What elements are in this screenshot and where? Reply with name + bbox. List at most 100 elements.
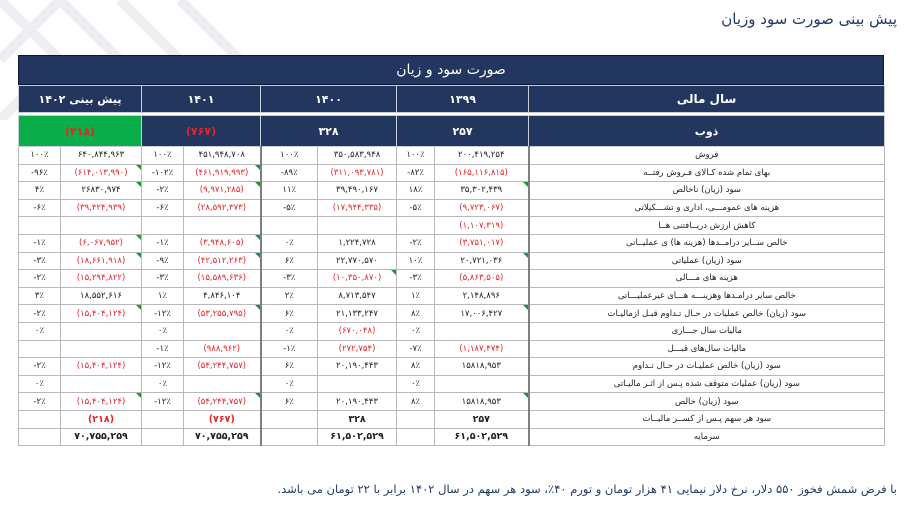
year-header-row: پیش بینی ۱۴۰۲ ۱۴۰۱ ۱۴۰۰ ۱۳۹۹ سال مالی [18, 85, 886, 113]
table-row: -۲٪ (۱۵,۴۰۴,۱۲۴) -۱۲٪ (۵۴,۲۴۴,۷۵۷) ۶٪ ۲۰,۱۹۰,… [18, 392, 886, 411]
value-1400: (۱۷,۹۴۴,۳۳۵) [317, 198, 398, 218]
pct-1399: -۷٪ [396, 339, 436, 359]
value-1402: ۶۴۰,۸۴۴,۹۶۳ [60, 146, 142, 165]
row-label: فروش [528, 146, 886, 165]
value-1402: ۲۶۸۳۰,۹۷۴ [60, 181, 142, 200]
pct-1399: -۸۲٪ [396, 163, 436, 183]
value-1399: ۲,۱۴۸,۸۹۶ [434, 286, 530, 306]
row-label: هزینه های عمومـــی، اداری و تشـــکیلاتی [528, 198, 886, 218]
value-1400 [317, 374, 398, 394]
pct-1402 [18, 216, 61, 235]
value-1401: ۴,۸۴۶,۱۰۴ [182, 286, 262, 306]
value-1401: ۴۵۱,۹۴۸,۷۰۸ [182, 146, 262, 165]
pct-1401 [141, 427, 184, 447]
value-1401 [182, 216, 262, 235]
value-1402: ۱۸,۵۵۲,۶۱۶ [60, 286, 142, 306]
table-row: (۲۱۸) (۷۶۷) ۳۲۸ ۲۵۷ سود هر سهم پـس از کســر … [18, 409, 886, 429]
year-header-1400: ۱۴۰۰ [260, 85, 398, 113]
value-1399: (۳,۷۵۱,۰۱۷) [434, 233, 530, 253]
value-1399: ۶۱,۵۰۲,۵۲۹ [434, 427, 530, 447]
pct-1401: -۱٪ [141, 339, 184, 359]
pct-1402: -۳٪ [18, 251, 61, 271]
pct-1399: -۲٪ [396, 233, 436, 253]
pct-1400: ۶٪ [260, 392, 319, 411]
pct-1402: ۴٪ [18, 181, 61, 200]
pct-1401: -۱۲٪ [141, 392, 184, 411]
value-1401: (۵۴,۲۴۴,۷۵۷) [182, 357, 262, 376]
row-label: سود (زیان) خالص [528, 392, 886, 411]
pct-1400: ۱۱٪ [260, 181, 319, 200]
row-label: سود (زیان) ناخالص [528, 181, 886, 200]
value-1402: (۱۵,۴۰۴,۱۲۴) [60, 392, 142, 411]
pct-1401: -۲٪ [141, 181, 184, 200]
value-1399: (۱۶۵,۱۱۶,۸۱۵) [434, 163, 530, 183]
value-1401: ۷۰,۷۵۵,۲۵۹ [182, 427, 262, 447]
pct-1399: ۱۰٪ [396, 251, 436, 271]
value-1399: (۱,۱۰۷,۳۱۹) [434, 216, 530, 235]
table-row: -۲٪ (۱۵,۲۹۴,۸۲۲) -۳٪ (۱۵,۵۸۹,۶۳۶) -۳٪ (۱۰,۳۵۰… [18, 269, 886, 288]
value-1402: (۱۸,۶۶۱,۹۱۸) [60, 251, 142, 271]
value-1401: (۷۶۷) [182, 409, 262, 429]
table-row: -۲٪ (۱۵,۴۰۴,۱۲۴) -۱۲٪ (۵۳,۲۵۵,۷۹۵) ۶٪ ۲۱,۱۳۳,… [18, 304, 886, 323]
pct-1400: ۶٪ [260, 251, 319, 271]
pct-1402: ۰٪ [18, 374, 61, 394]
value-1401: (۹۸۸,۹۶۲) [182, 339, 262, 359]
row-label: کاهش ارزش دریــافتنی هــا [528, 216, 886, 235]
value-1401: (۳,۹۴۸,۶۰۵) [182, 233, 262, 253]
pct-1401: -۱۰۲٪ [141, 163, 184, 183]
year-header-1402: پیش بینی ۱۴۰۲ [18, 85, 142, 113]
pct-1401 [141, 409, 184, 429]
value-1400: ۸,۷۱۳,۵۴۷ [317, 286, 398, 306]
value-1402: (۶۱۴,۰۱۳,۹۹۰) [60, 163, 142, 183]
pct-1400: ۶٪ [260, 357, 319, 376]
value-1402: (۲۱۸) [60, 409, 142, 429]
pct-1400: -۵٪ [260, 198, 319, 218]
pct-1402: -۲٪ [18, 357, 61, 376]
value-1399: (۹,۷۲۳,۰۶۷) [434, 198, 530, 218]
value-1402 [60, 216, 142, 235]
pct-1400 [260, 216, 319, 235]
value-1399: ۱۷,۰۰۶,۴۲۷ [434, 304, 530, 323]
row-label: سود (زیان) عملیات متوقف شده پـس از اثـر … [528, 374, 886, 394]
pct-1400: ۰٪ [260, 233, 319, 253]
value-1399 [434, 321, 530, 341]
footnote: با فرض شمش فخوز ۵۵۰ دلار، نرخ دلار نیمای… [277, 482, 897, 496]
table-row: -۹۶٪ (۶۱۴,۰۱۳,۹۹۰) -۱۰۲٪ (۴۶۱,۹۱۹,۹۹۳) -۸۹٪(… [18, 163, 886, 183]
pct-1402: ۳٪ [18, 286, 61, 306]
value-1401: (۱۵,۵۸۹,۶۳۶) [182, 269, 262, 288]
pct-1402 [18, 409, 61, 429]
pct-1399: ۸٪ [396, 392, 436, 411]
pct-1400: ۰٪ [260, 374, 319, 394]
value-1400: ۱,۲۲۴,۷۲۸ [317, 233, 398, 253]
eps-1400: ۳۲۸ [260, 115, 398, 147]
pct-1400: ۶٪ [260, 304, 319, 323]
pct-1399: ۱۸٪ [396, 181, 436, 200]
value-1399: ۲۰۰,۴۱۹,۲۵۴ [434, 146, 530, 165]
pct-1401: ۰٪ [141, 321, 184, 341]
year-header-1399: ۱۳۹۹ [396, 85, 530, 113]
value-1401 [182, 321, 262, 341]
table-row: ۳٪ ۱۸,۵۵۲,۶۱۶ ۱٪ ۴,۸۴۶,۱۰۴ ۲٪ ۸,۷۱۳,۵۴۷ ۱٪ ۲,۱۴… [18, 286, 886, 306]
pct-1400: -۳٪ [260, 269, 319, 288]
pct-1400 [260, 427, 319, 447]
pct-1399: ۰٪ [396, 374, 436, 394]
row-label: بهای تمام شده کـالای فـروش رفتــه [528, 163, 886, 183]
pct-1399: ۱٪ [396, 286, 436, 306]
value-1402 [60, 321, 142, 341]
table-row: ۰٪ ۰٪ ۰٪ (۶۷۰,۰۴۸) ۰٪ مالیات سال جـــاری [18, 321, 886, 341]
pct-1399: ۱۰۰٪ [396, 146, 436, 165]
value-1400: (۶۷۰,۰۴۸) [317, 321, 398, 341]
pct-1401: -۱۲٪ [141, 304, 184, 323]
pct-1402: -۶٪ [18, 198, 61, 218]
page-title: پیش بینی صورت سود وزیان [721, 10, 897, 28]
value-1401: (۴۶۱,۹۱۹,۹۹۳) [182, 163, 262, 183]
pct-1402: -۱٪ [18, 233, 61, 253]
pct-1402: -۲٪ [18, 392, 61, 411]
value-1399: ۱۵۸۱۸,۹۵۳ [434, 357, 530, 376]
value-1401: (۲۸,۵۹۲,۳۷۳) [182, 198, 262, 218]
row-label: سود (زیان) خالص عملیـات در حـال تـداوم [528, 357, 886, 376]
pct-1399: ۸٪ [396, 304, 436, 323]
pct-1399: -۵٪ [396, 198, 436, 218]
value-1400: (۳۱۱,۰۹۳,۷۸۱) [317, 163, 398, 183]
pct-1401: ۱۰۰٪ [141, 146, 184, 165]
